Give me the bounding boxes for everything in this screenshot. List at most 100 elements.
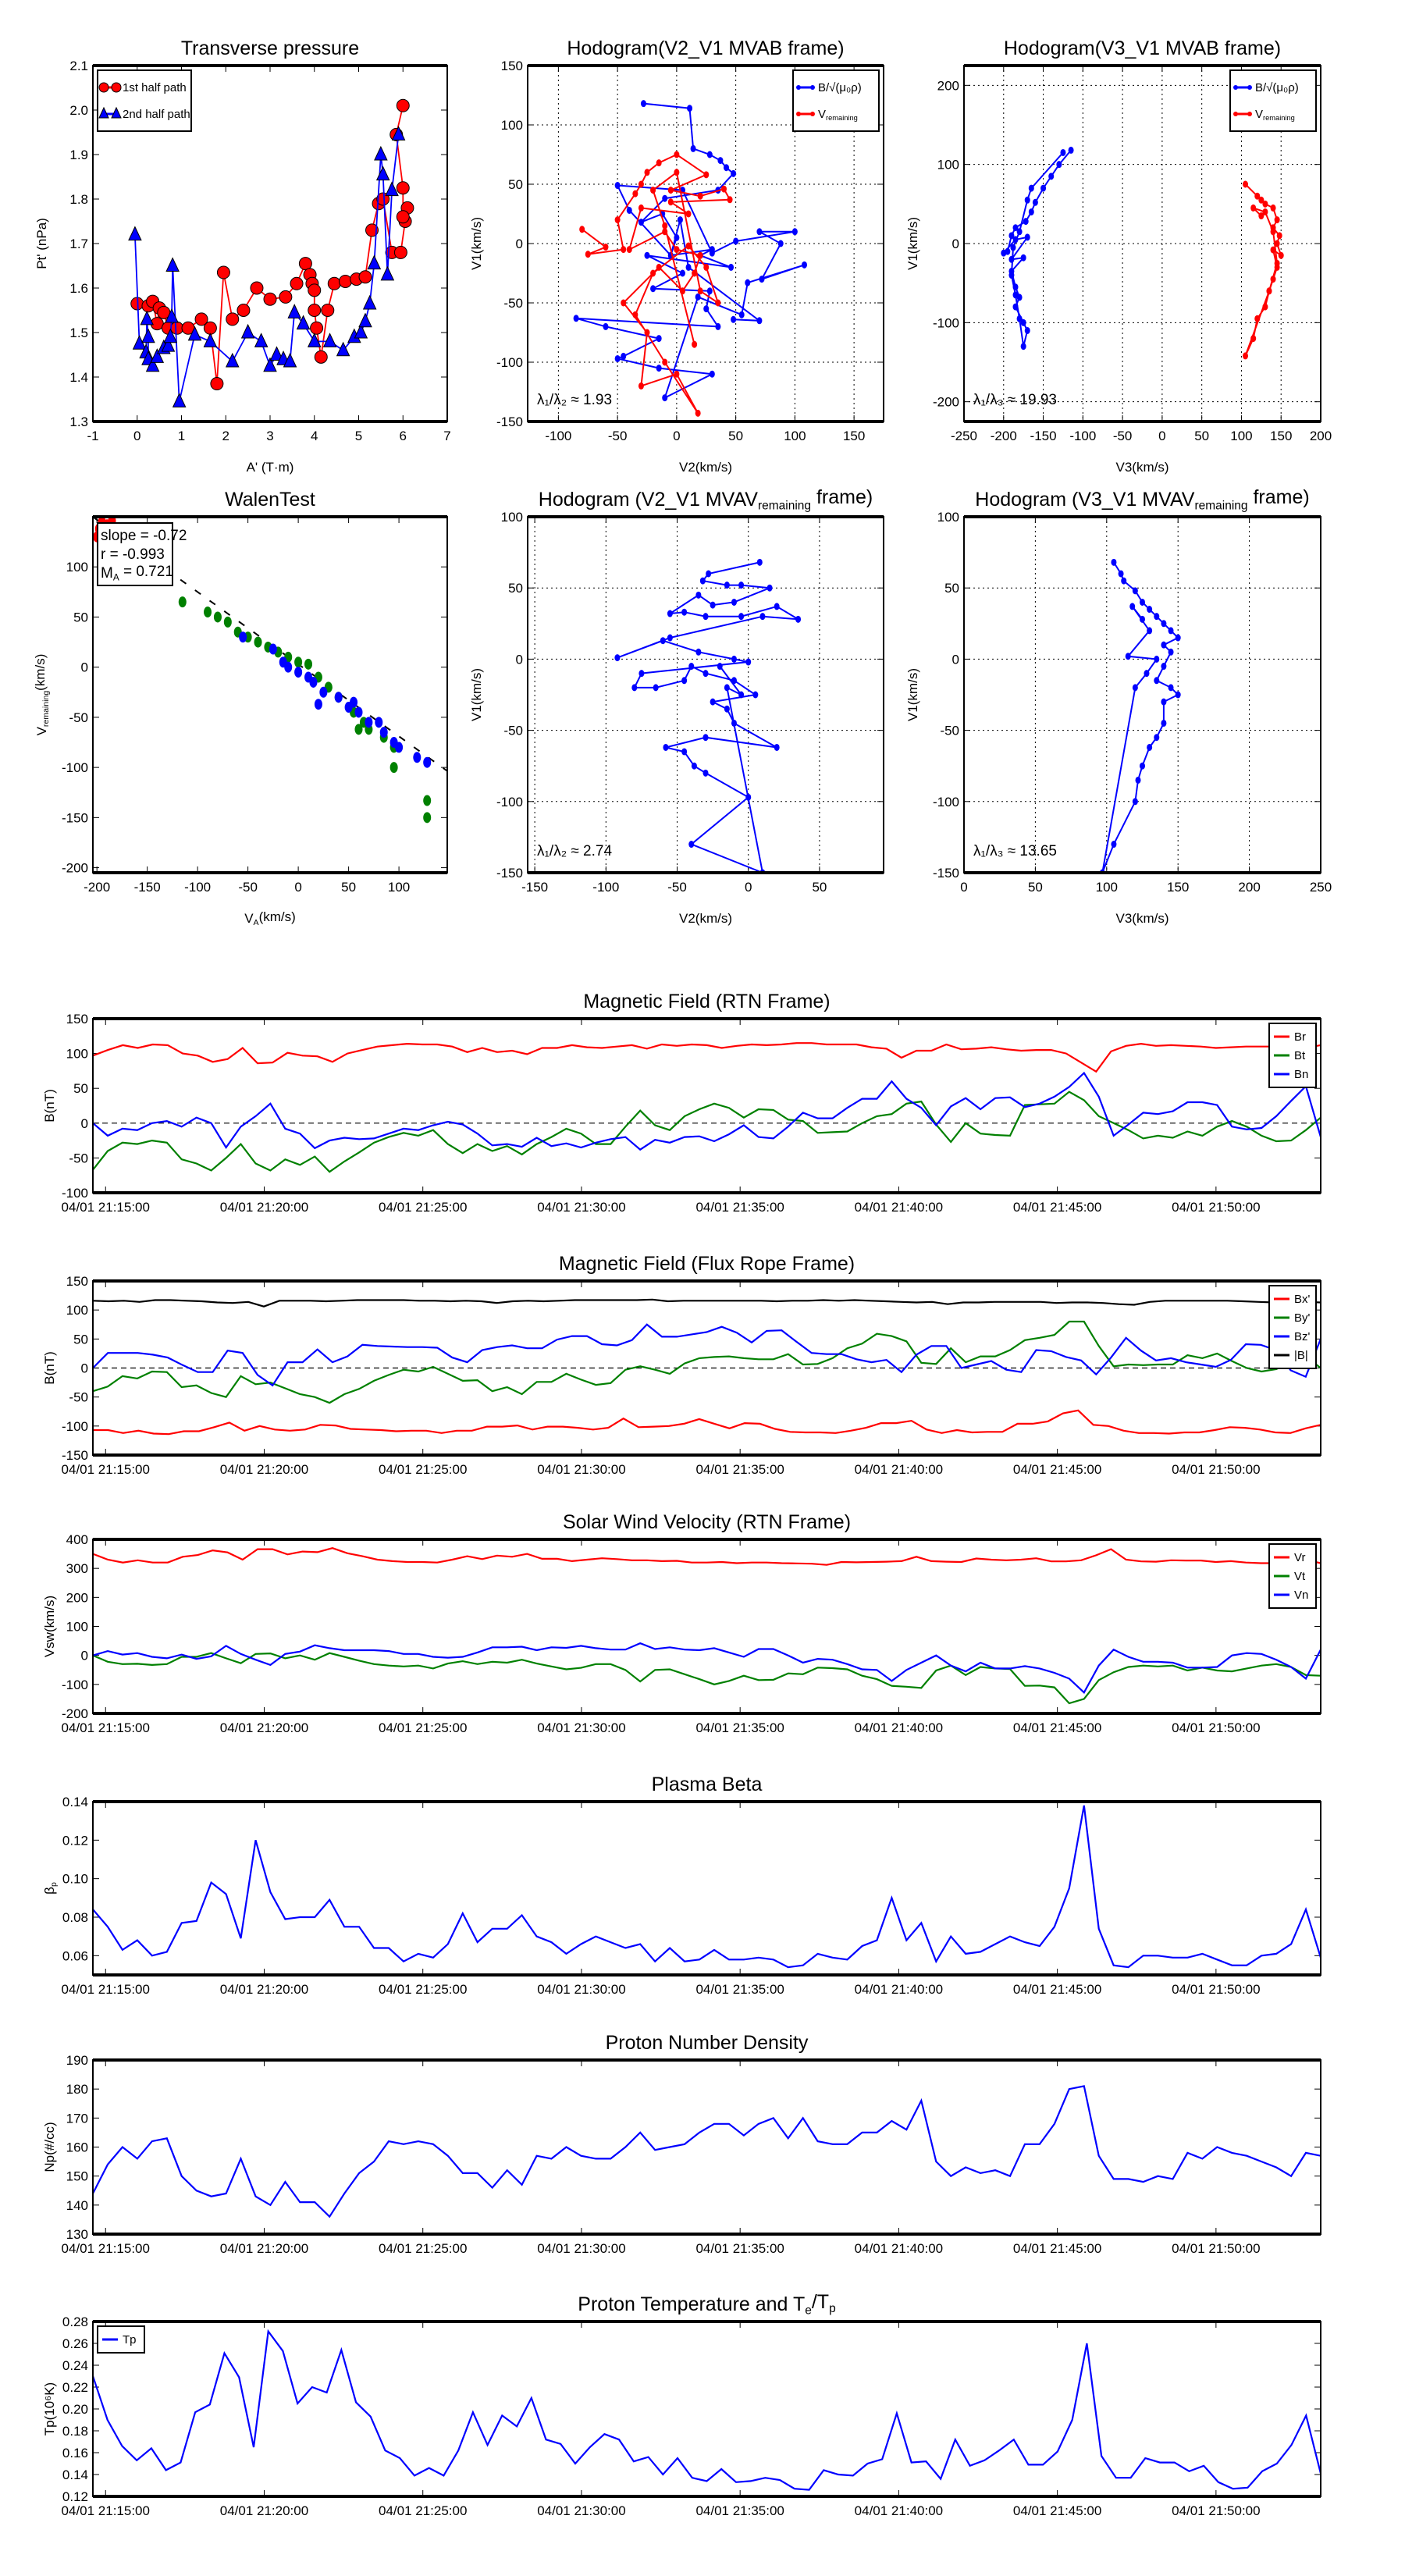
series-2nd-half-path-point <box>391 126 406 141</box>
series-blue-point <box>653 684 659 692</box>
series-2nd-half-path-point <box>263 357 277 372</box>
y-tick-label: 1.7 <box>69 237 88 251</box>
eigenvalue-ratio-annotation: λ₁/λ₃ ≈ 19.93 <box>973 392 1057 408</box>
y-tick-label: 1.6 <box>69 281 88 296</box>
series-b--point <box>662 194 668 202</box>
series-blue-point <box>1147 606 1153 614</box>
y-axis-label: Np(#/cc) <box>42 2122 57 2172</box>
x-axis-label: VA​(km/s) <box>244 909 296 927</box>
series-blue-point <box>759 613 766 621</box>
series-vn-line <box>93 1642 1321 1694</box>
series-blue-point <box>695 591 702 599</box>
chart-sw: 04/01 21:15:00 04/01 21:20:00 04/01 21:25:… <box>42 1511 1321 1735</box>
series-blue-point <box>774 603 780 610</box>
series-b--point <box>733 237 739 245</box>
series-blue-point <box>1161 698 1167 706</box>
series-b--point <box>731 315 737 323</box>
series-v-remaining--point <box>674 169 680 176</box>
y-tick-label: 100 <box>66 1303 88 1318</box>
series-2nd-half-path-point <box>354 323 368 339</box>
series-2nd-half-path-point <box>150 348 165 363</box>
series-v-remaining--point <box>695 409 701 417</box>
eigenvalue-ratio-annotation: λ₁/λ₃ ≈ 13.65 <box>973 843 1057 859</box>
series-2nd-half-path-point <box>380 265 395 281</box>
x-tick-label: -50 <box>1113 429 1133 443</box>
series-v-remaining--point <box>674 370 680 378</box>
legend-label: Vn <box>1294 1589 1308 1602</box>
y-tick-label: 50 <box>944 581 959 596</box>
legend: 1st half path 2nd half path <box>97 69 192 132</box>
series--b--line <box>93 1298 1321 1308</box>
y-tick-label: 50 <box>73 1081 88 1096</box>
y-tick-label: 150 <box>501 59 523 73</box>
plot-marks <box>93 2085 1321 2218</box>
legend-label: |B| <box>1294 1349 1308 1362</box>
series-blue-point <box>774 743 780 751</box>
series-blue-point <box>752 691 759 699</box>
series-blue-point <box>745 793 752 801</box>
series-2nd-half-path-point <box>140 310 155 326</box>
x-tick-label: 04/01 21:15:00 <box>62 1982 150 1997</box>
x-tick-label: -50 <box>238 880 258 895</box>
series-beta-line <box>93 1805 1321 1969</box>
legend: B/√(μ₀ρ) Vremaining​ <box>792 69 880 132</box>
series-b--point <box>1012 236 1019 244</box>
series-b--point <box>621 352 627 360</box>
series-v-remaining--point <box>715 299 721 307</box>
legend: Vr Vt Vn <box>1268 1543 1317 1609</box>
x-tick-label: 04/01 21:40:00 <box>855 2241 943 2256</box>
y-tick-label: 0.06 <box>62 1948 88 1963</box>
y-tick-label: -50 <box>940 724 959 738</box>
series-b--point <box>756 228 763 236</box>
series-blue-point <box>667 610 673 617</box>
y-tick-label: 0 <box>952 237 959 251</box>
legend-marker <box>98 106 109 119</box>
series-green-point <box>204 607 212 618</box>
series-b--point <box>638 219 644 226</box>
series-2nd-half-path-point <box>240 323 255 339</box>
y-tick-label: 0 <box>81 1116 88 1131</box>
series-v-remaining--point <box>1243 352 1249 360</box>
series-green-point <box>178 596 187 608</box>
series-vt-line <box>93 1652 1321 1705</box>
series-b--point <box>728 263 735 271</box>
chart-hodo-v3v1-mvav: 0 50 100 150 200 250 -150 -100 -50 0 50 100 Hodogram… <box>905 486 1332 926</box>
series-2nd-half-path-point <box>375 165 390 181</box>
series-b--point <box>1028 208 1034 215</box>
series-b--point <box>1020 318 1026 326</box>
chart-title: Hodogram (V2_V1 MVAVremaining​ frame) <box>539 486 873 513</box>
series-v-remaining--point <box>621 246 627 254</box>
x-tick-label: 04/01 21:15:00 <box>62 1720 150 1735</box>
x-tick-label: -50 <box>667 880 687 895</box>
series-b--point <box>1068 146 1074 154</box>
series-b--point <box>650 285 656 293</box>
series-blue-point <box>731 655 737 663</box>
series-v-remaining--point <box>662 228 668 236</box>
series-b--point <box>709 370 715 378</box>
series-1st-half-path-point <box>203 321 217 335</box>
series-v-remaining--point <box>697 251 703 259</box>
series-blue-point <box>710 601 716 609</box>
series-blue-point <box>681 677 688 685</box>
series-blue-point <box>1154 734 1160 742</box>
legend-label: Bz' <box>1294 1330 1311 1343</box>
series-blue-point <box>1121 577 1127 585</box>
series-bz--line <box>93 1323 1321 1387</box>
plot-marks <box>573 100 807 417</box>
x-tick-label: 100 <box>1096 880 1118 895</box>
series-blue-point <box>745 658 752 666</box>
x-tick-label: 04/01 21:25:00 <box>379 1462 467 1477</box>
series-b--point <box>745 279 751 286</box>
legend-marker <box>810 85 815 90</box>
y-tick-label: 150 <box>66 2169 88 2184</box>
chart-title: Proton Number Density <box>606 2032 809 2054</box>
series-blue-path <box>1101 561 1179 873</box>
series-b--point <box>1016 228 1023 236</box>
series-1st-half-path-path <box>137 105 408 384</box>
series-2nd-half-path-point <box>172 393 187 407</box>
series-b--point <box>709 249 715 257</box>
x-tick-label: 2 <box>222 429 229 443</box>
y-tick-label: 0.14 <box>62 2467 88 2482</box>
x-tick-label: 04/01 21:50:00 <box>1172 2503 1260 2518</box>
series-b--point <box>1060 148 1066 156</box>
